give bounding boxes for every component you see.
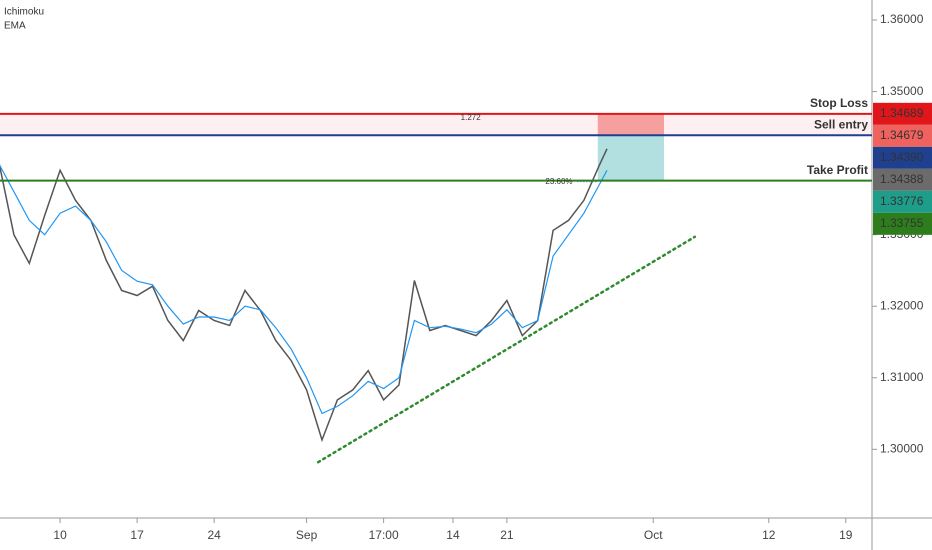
price-tag-label: 1.34689 <box>880 106 924 120</box>
x-tick-label: 14 <box>446 528 460 542</box>
indicator-label: EMA <box>4 21 26 32</box>
price-tag <box>873 212 932 235</box>
level-label: Take Profit <box>807 163 868 177</box>
price-tag <box>873 190 932 213</box>
y-tick-label: 1.32000 <box>880 298 924 312</box>
price-tag <box>873 124 932 147</box>
price-tag-label: 1.34390 <box>880 150 924 164</box>
price-tag-label: 1.33755 <box>880 216 924 230</box>
x-tick-label: Sep <box>296 528 318 542</box>
x-tick-label: 12 <box>762 528 776 542</box>
x-tick-label: 21 <box>500 528 514 542</box>
y-tick-label: 1.30000 <box>880 441 924 455</box>
reward-zone <box>597 135 665 181</box>
indicator-label: Ichimoku <box>4 7 44 18</box>
y-tick-label: 1.35000 <box>880 84 924 98</box>
x-tick-label: Oct <box>644 528 663 542</box>
annotation: 1.272 <box>461 113 482 122</box>
y-tick-label: 1.31000 <box>880 370 924 384</box>
price-tag-label: 1.34679 <box>880 128 924 142</box>
price-tag <box>873 102 932 125</box>
price-tag <box>873 168 932 191</box>
stop-band <box>0 113 872 136</box>
annotation: 23.60% <box>545 177 572 186</box>
level-label: Stop Loss <box>810 96 868 110</box>
x-tick-label: 19 <box>839 528 853 542</box>
price-tag-label: 1.34388 <box>880 172 924 186</box>
risk-zone <box>597 113 665 136</box>
price-line <box>0 148 608 443</box>
level-label: Sell entry <box>814 117 868 131</box>
trendline <box>316 235 697 464</box>
price-tag-label: 1.33776 <box>880 194 924 208</box>
x-tick-label: 17:00 <box>369 528 399 542</box>
price-tag <box>873 146 932 169</box>
x-tick-label: 10 <box>53 528 67 542</box>
ema-line <box>0 164 608 415</box>
y-tick-label: 1.36000 <box>880 12 924 26</box>
x-tick-label: 24 <box>207 528 221 542</box>
x-tick-label: 17 <box>130 528 144 542</box>
